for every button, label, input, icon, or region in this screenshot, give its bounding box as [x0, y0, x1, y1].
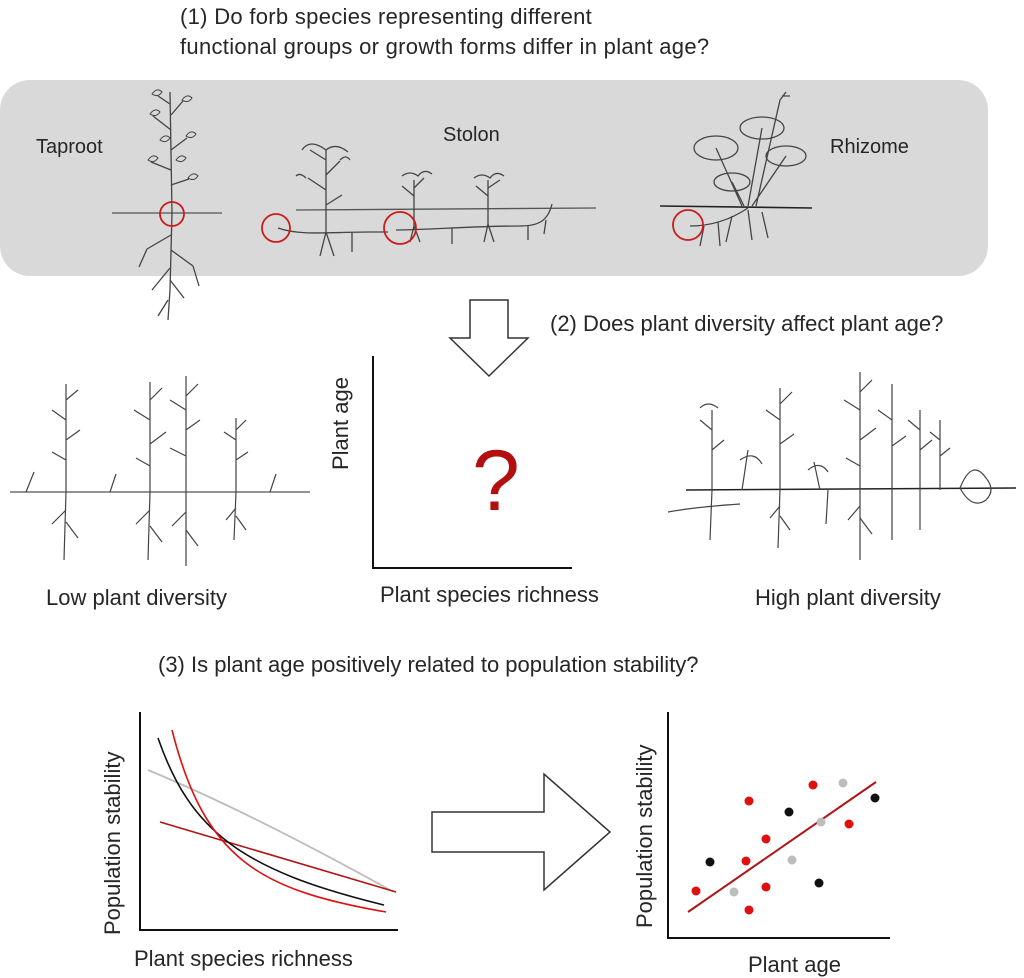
- question-2: (2) Does plant diversity affect plant ag…: [550, 311, 944, 336]
- label-high-diversity: High plant diversity: [755, 585, 941, 610]
- middle-plot-xlabel: Plant species richness: [380, 582, 599, 607]
- label-low-diversity: Low plant diversity: [46, 585, 227, 610]
- point-black: [870, 793, 880, 803]
- point-red: [744, 796, 754, 806]
- red-curve: [171, 729, 387, 913]
- black-curve: [157, 737, 385, 906]
- grey-curve: [147, 769, 391, 891]
- point-grey: [787, 855, 797, 865]
- point-grey: [838, 778, 848, 788]
- point-black: [814, 878, 824, 888]
- question-3: (3) Is plant age positively related to p…: [158, 652, 699, 677]
- point-grey: [729, 887, 739, 897]
- point-red: [744, 905, 754, 915]
- trend-line: [687, 781, 877, 913]
- scatter-points: [691, 778, 880, 915]
- point-red: [808, 780, 818, 790]
- point-black: [784, 807, 794, 817]
- question-1-line-1: (1) Do forb species representing differe…: [180, 4, 593, 29]
- right-arrow-icon: [431, 772, 612, 892]
- question-1-line-2: functional groups or growth forms differ…: [180, 34, 710, 59]
- label-taproot: Taproot: [36, 136, 103, 158]
- point-red: [691, 886, 701, 896]
- middle-plot-axes: [372, 356, 572, 569]
- right-chart-axes: [667, 712, 890, 939]
- high-diversity-illustration: [667, 372, 1017, 560]
- rhizome-plant-illustration: [659, 91, 813, 247]
- point-red: [844, 819, 854, 829]
- down-arrow-icon: [448, 299, 530, 378]
- point-black: [705, 857, 715, 867]
- growth-form-panel: [0, 80, 988, 276]
- question-mark: ?: [472, 433, 520, 529]
- point-grey: [816, 817, 826, 827]
- taproot-plant-illustration: [112, 89, 222, 321]
- point-red: [761, 882, 771, 892]
- dark-red-line: [159, 821, 397, 893]
- label-rhizome: Rhizome: [830, 136, 909, 158]
- low-diversity-illustration: [10, 376, 310, 566]
- left-chart-xlabel: Plant species richness: [134, 946, 353, 971]
- stolon-plant-illustration: [261, 143, 597, 257]
- question-1: (1) Do forb species representing differe…: [180, 2, 709, 62]
- right-chart-xlabel: Plant age: [748, 952, 841, 977]
- left-chart-axes: [139, 712, 398, 931]
- label-stolon: Stolon: [443, 124, 500, 146]
- point-red: [741, 856, 751, 866]
- point-red: [761, 834, 771, 844]
